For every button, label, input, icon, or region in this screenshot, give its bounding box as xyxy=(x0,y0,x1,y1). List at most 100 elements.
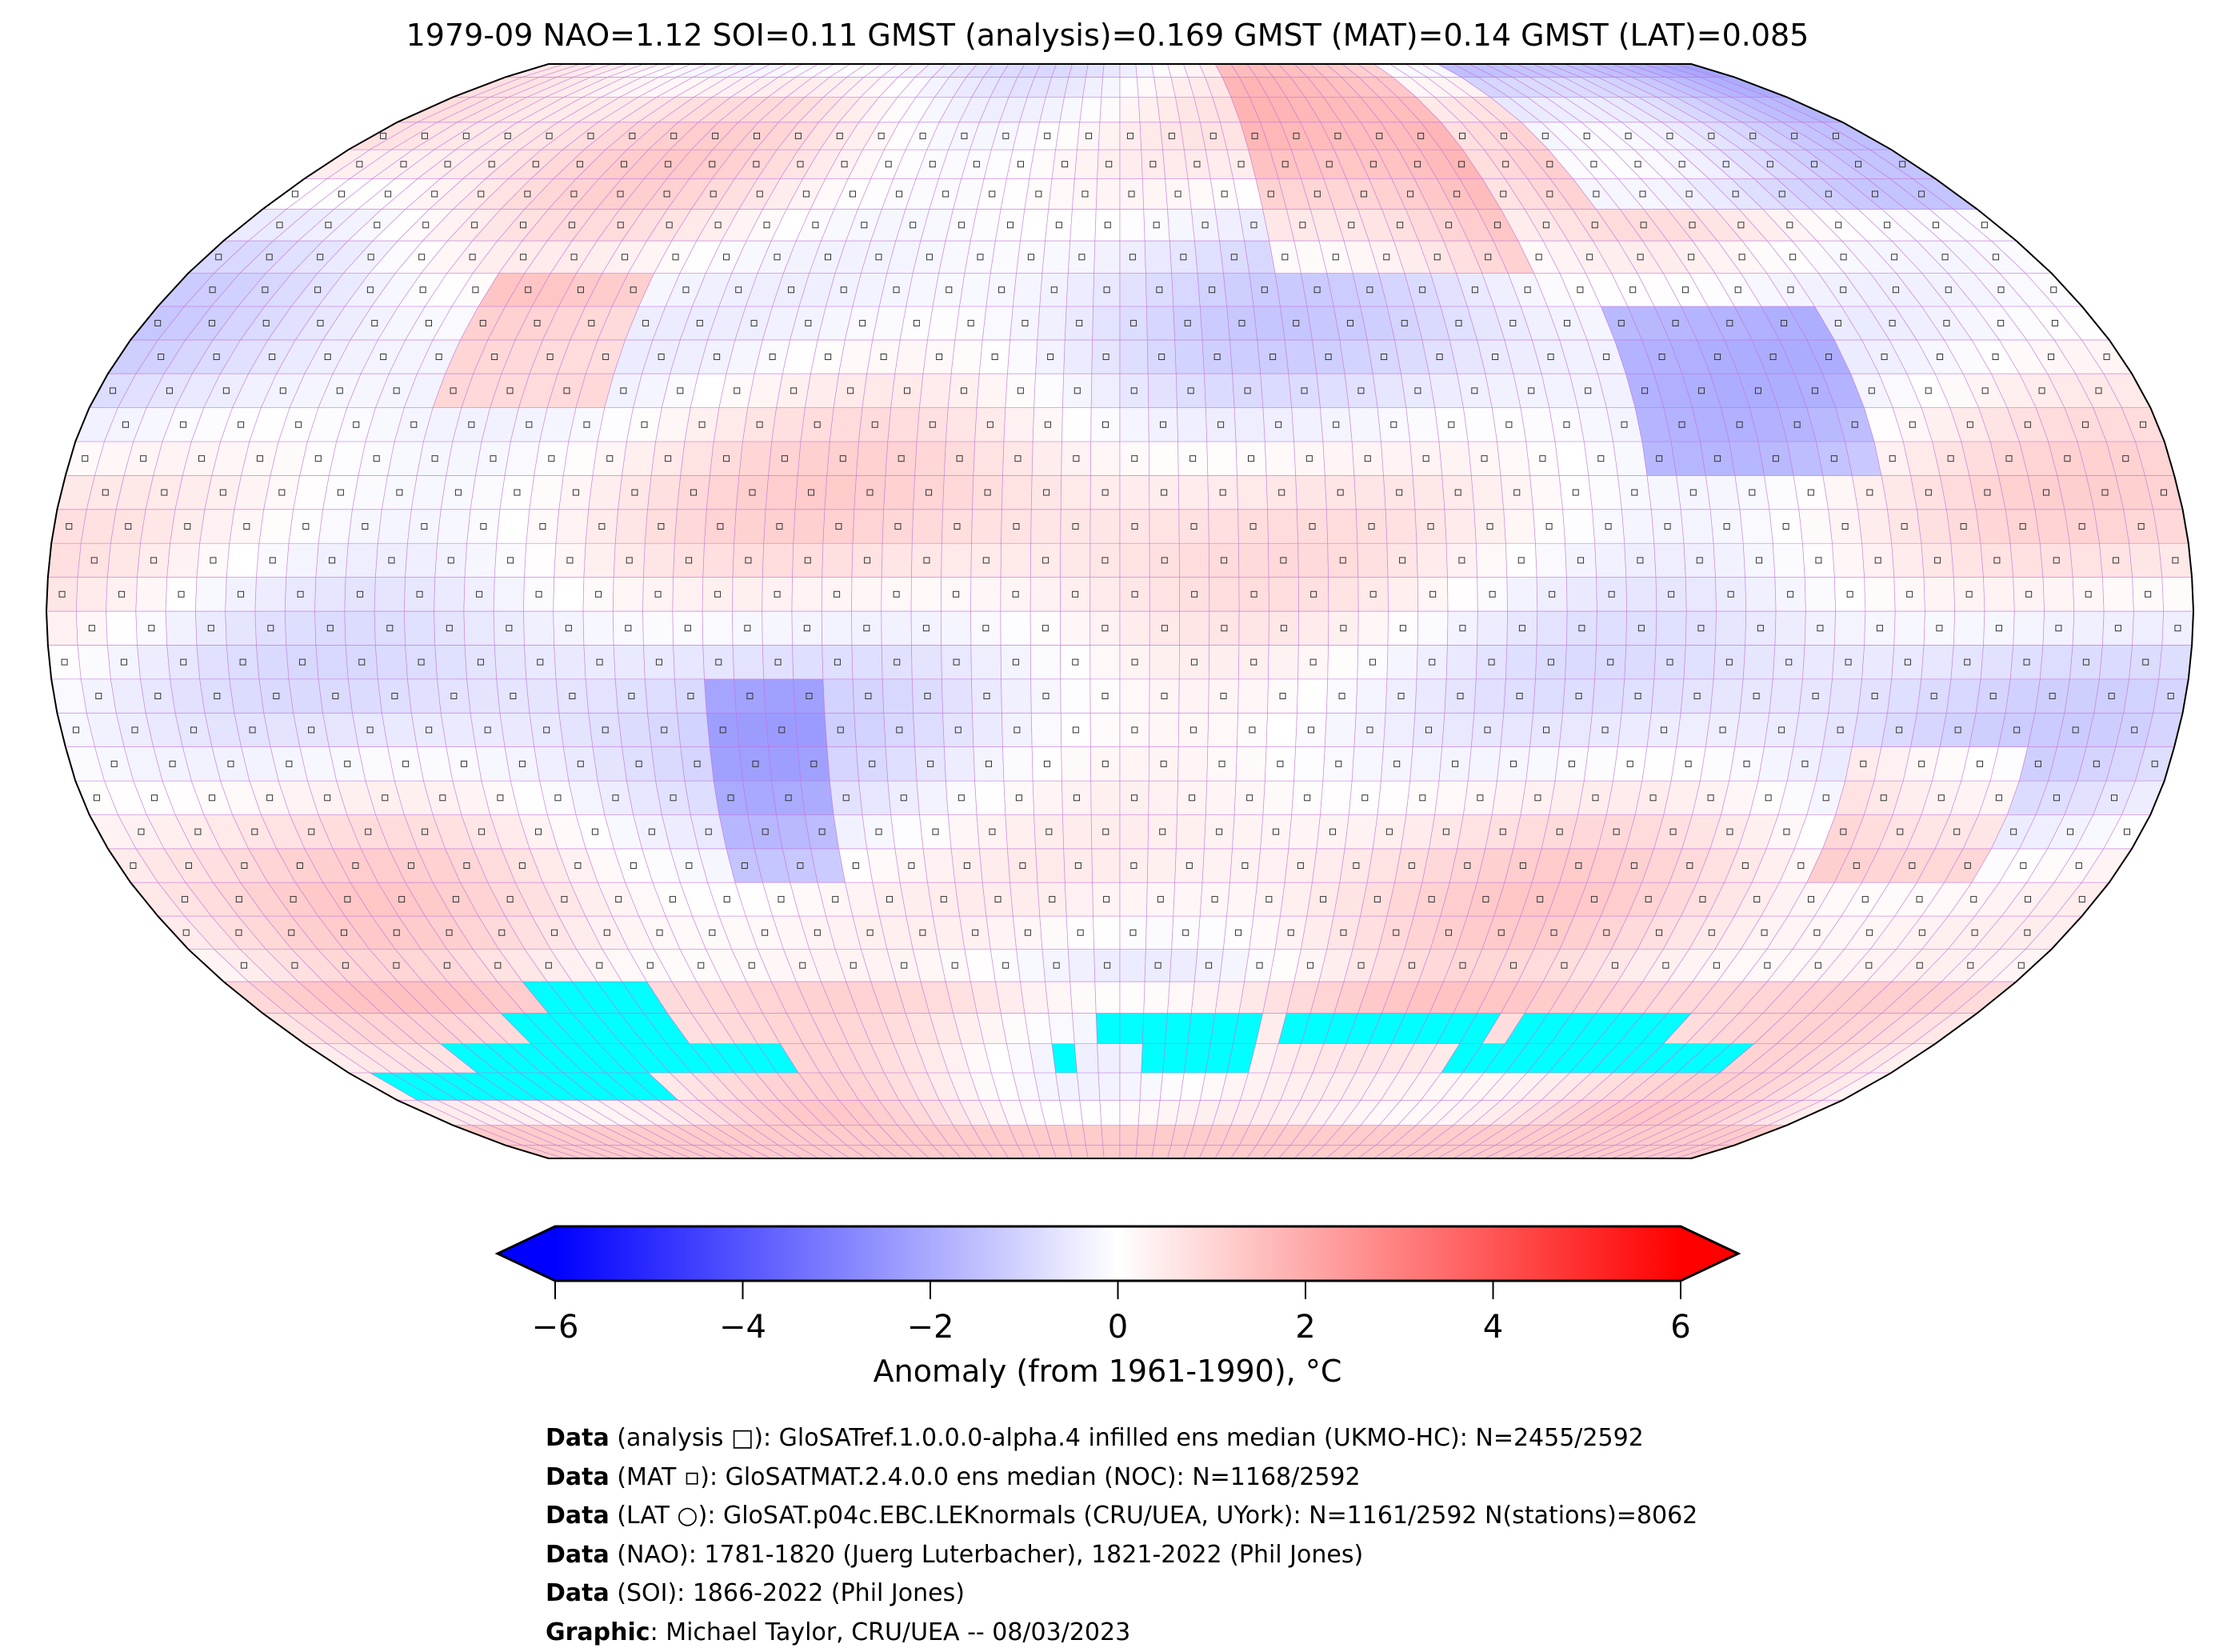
grid-cell xyxy=(854,713,886,746)
grid-cell xyxy=(1325,475,1356,509)
grid-cell xyxy=(1090,611,1120,645)
grid-cell xyxy=(1858,510,1892,543)
grid-cell xyxy=(1802,645,1834,678)
grid-cell xyxy=(673,578,703,611)
grid-cell xyxy=(702,611,733,645)
grid-cell xyxy=(1237,713,1267,746)
grid-cell xyxy=(1149,408,1178,442)
grid-cell xyxy=(1138,97,1160,122)
colorbar-label: Anomaly (from 1961-1990), °C xyxy=(0,1354,2215,1389)
grid-cell xyxy=(1656,578,1686,611)
grid-cell xyxy=(1894,611,1925,645)
grid-cell xyxy=(852,543,882,577)
grid-cell xyxy=(822,543,853,577)
grid-cell xyxy=(1463,408,1497,442)
grid-cell xyxy=(1563,679,1595,713)
grid-cell xyxy=(2069,543,2102,577)
grid-cell xyxy=(2040,645,2073,678)
grid-cell xyxy=(1345,374,1377,407)
grid-cell xyxy=(1083,1126,1103,1146)
grid-cell xyxy=(853,679,884,713)
grid-cell xyxy=(1229,849,1260,882)
grid-cell xyxy=(1020,982,1048,1013)
grid-cell xyxy=(645,510,677,543)
grid-cell xyxy=(1565,645,1597,678)
grid-cell xyxy=(1296,475,1327,509)
grid-cell xyxy=(200,679,234,713)
grid-cell xyxy=(255,578,286,611)
grid-cell xyxy=(2102,611,2133,645)
grid-cell xyxy=(971,578,1001,611)
grid-cell xyxy=(167,645,200,678)
grid-cell xyxy=(884,713,915,746)
grid-cell xyxy=(1120,77,1138,97)
grid-cell xyxy=(1148,814,1177,848)
grid-cell xyxy=(911,578,942,611)
grid-cell xyxy=(256,543,289,577)
grid-cell xyxy=(1613,747,1647,781)
grid-cell xyxy=(1261,814,1292,848)
grid-cell xyxy=(915,747,946,781)
grid-cell xyxy=(1025,1013,1052,1043)
grid-cell xyxy=(1257,340,1289,374)
grid-cell xyxy=(166,611,197,645)
grid-cell xyxy=(942,510,972,543)
grid-cell xyxy=(1013,916,1042,949)
grid-cell xyxy=(1233,814,1263,848)
grid-cell xyxy=(1178,475,1208,509)
grid-cell xyxy=(974,747,1004,781)
grid-cell xyxy=(1074,1044,1098,1073)
grid-cell xyxy=(911,543,942,577)
grid-cell xyxy=(1205,408,1236,442)
grid-cell xyxy=(1953,578,1985,611)
grid-cell xyxy=(1098,150,1120,178)
colorbar-tick-label: 0 xyxy=(1108,1309,1128,1346)
grid-cell xyxy=(852,578,882,611)
grid-cell xyxy=(470,475,505,509)
grid-cell xyxy=(1096,178,1120,209)
grid-cell xyxy=(195,578,226,611)
grid-cell xyxy=(1265,442,1295,475)
grid-cell xyxy=(526,679,559,713)
grid-cell xyxy=(1042,949,1070,982)
grid-cell xyxy=(742,781,776,814)
grid-cell xyxy=(1417,543,1447,577)
grid-cell xyxy=(1120,982,1145,1013)
grid-cell xyxy=(2162,578,2193,611)
grid-cell xyxy=(1323,747,1354,781)
grid-cell xyxy=(1001,543,1031,577)
grid-cell xyxy=(289,679,323,713)
grid-cell xyxy=(977,814,1007,848)
grid-cell xyxy=(884,475,915,509)
grid-cell xyxy=(1142,178,1167,209)
grid-cell xyxy=(406,645,438,678)
grid-cell xyxy=(1497,442,1530,475)
grid-cell xyxy=(1220,949,1249,982)
grid-cell xyxy=(1179,679,1209,713)
grid-cell xyxy=(1102,1126,1120,1146)
grid-cell xyxy=(1298,645,1329,678)
grid-cell xyxy=(1555,442,1589,475)
grid-cell xyxy=(554,611,584,645)
grid-cell xyxy=(2005,510,2040,543)
grid-cell xyxy=(1120,849,1148,882)
grid-cell xyxy=(1046,210,1073,241)
grid-cell xyxy=(1285,849,1317,882)
credit-line-graphic: Graphic: Michael Taylor, CRU/UEA -- 08/0… xyxy=(546,1614,1697,1652)
grid-cell xyxy=(1083,77,1103,97)
grid-cell xyxy=(2159,543,2192,577)
grid-cell xyxy=(882,611,912,645)
grid-cell xyxy=(1823,475,1858,509)
grid-cell xyxy=(107,645,140,678)
grid-cell xyxy=(1354,713,1385,746)
grid-cell xyxy=(1802,543,1834,577)
grid-cell xyxy=(1468,442,1501,475)
grid-cell xyxy=(1917,679,1951,713)
grid-cell xyxy=(830,408,862,442)
grid-cell xyxy=(1504,679,1536,713)
grid-cell xyxy=(1147,849,1176,882)
grid-cell xyxy=(1981,645,2013,678)
grid-cell xyxy=(1535,543,1566,577)
grid-cell xyxy=(1297,679,1327,713)
grid-cell xyxy=(882,510,914,543)
